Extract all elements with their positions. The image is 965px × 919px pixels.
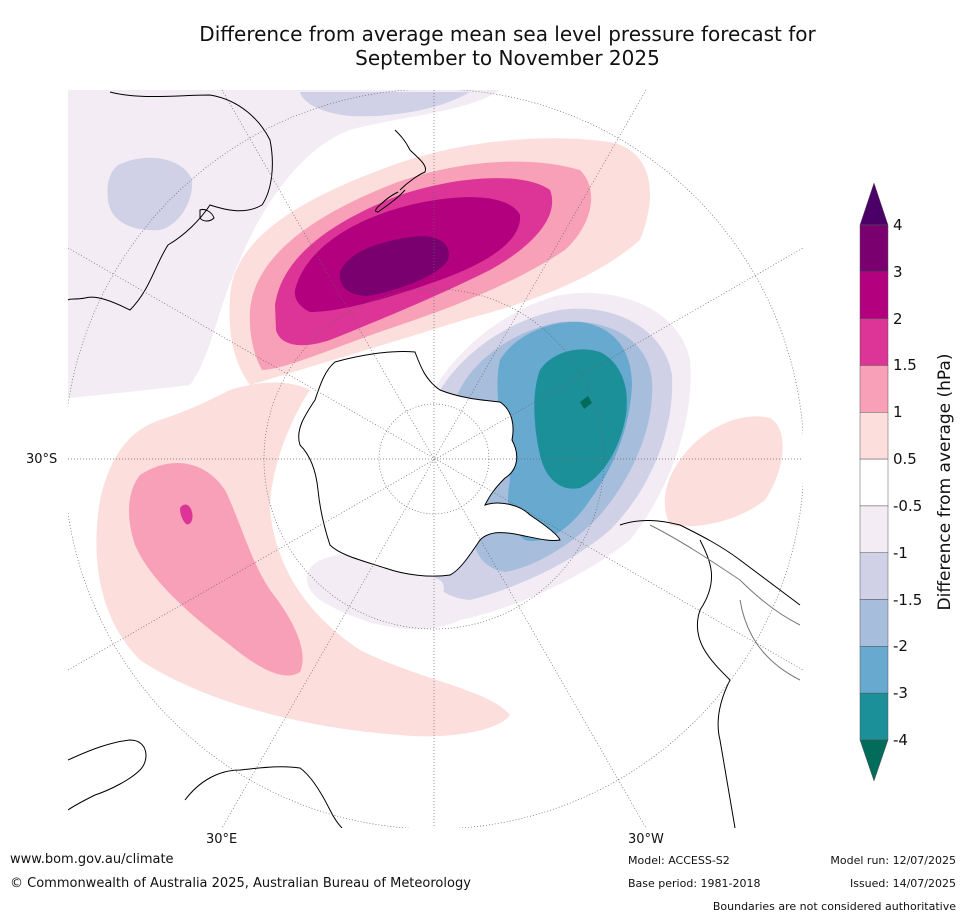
longitude-label-30e: 30°E	[206, 832, 238, 847]
colorbar-bin	[859, 646, 889, 694]
colorbar-tick-label: -4	[893, 731, 908, 749]
anomaly-region-neg-4	[580, 396, 592, 409]
colorbar-bin	[859, 505, 889, 553]
tasmania-coastline	[199, 209, 215, 222]
footer-copyright: © Commonwealth of Australia 2025, Austra…	[10, 876, 471, 891]
colorbar-tick-label: 1	[893, 403, 903, 422]
meridian-120	[68, 247, 803, 671]
colorbar-bin	[859, 224, 889, 273]
colorbar-tick-label: 1.5	[893, 356, 917, 375]
south-america-coastline	[619, 520, 801, 828]
anomaly-region-pos-0p5-east	[664, 416, 783, 527]
footer-disclaimer: Boundaries are not considered authoritat…	[712, 900, 956, 913]
colorbar-bin	[859, 458, 889, 507]
map-panel	[68, 90, 803, 828]
title-line-2: September to November 2025	[355, 46, 660, 70]
africa-coastline	[68, 739, 147, 811]
colorbar-bin	[859, 599, 889, 647]
madagascar-coastline	[184, 766, 343, 828]
graticule	[68, 90, 803, 828]
footer-website: www.bom.gov.au/climate	[10, 852, 174, 867]
coastlines	[68, 91, 801, 828]
longitude-label-30w: 30°W	[628, 832, 664, 847]
latitude-label-30s: 30°S	[26, 452, 58, 467]
footer-model-run: Model run: 12/07/2025	[830, 854, 956, 867]
colorbar-bin	[859, 552, 889, 600]
anomaly-region-pos-1p5-west	[180, 504, 193, 525]
antarctica-landmass	[298, 351, 561, 577]
footer-issued: Issued: 14/07/2025	[849, 877, 956, 890]
anomaly-region-neg-slight-nw	[107, 157, 193, 231]
map-title: Difference from average mean sea level p…	[120, 22, 895, 70]
title-line-1: Difference from average mean sea level p…	[199, 22, 816, 46]
australia-coastline	[68, 91, 273, 311]
meridian-30	[221, 90, 647, 828]
south-america-borders	[649, 524, 801, 681]
colorbar-tick-label: 3	[893, 262, 903, 281]
colorbar-bin	[859, 365, 889, 413]
colorbar-bin	[859, 271, 889, 319]
colorbar-bin	[859, 692, 889, 741]
colorbar-tick-label: 4	[893, 216, 903, 234]
colorbar-title: Difference from average (hPa)	[935, 353, 955, 611]
colorbar-tick-label: -3	[893, 684, 908, 703]
anomaly-region-neg-slight-n	[300, 92, 470, 117]
anomaly-region-pos-1-west	[128, 463, 303, 676]
country-borders	[649, 524, 801, 681]
colorbar-bin	[859, 318, 889, 366]
new-zealand-south-coastline	[375, 189, 406, 213]
meridian-150	[221, 90, 647, 828]
colorbar-tick-label: -2	[893, 637, 908, 656]
colorbar-extend-low	[859, 739, 889, 782]
colorbar-tick-label: -1.5	[893, 590, 923, 609]
colorbar-tick-label: -0.5	[893, 496, 923, 515]
latitude-circle-60s	[263, 288, 605, 630]
colorbar	[859, 182, 889, 782]
colorbar-bin	[859, 412, 889, 460]
anomaly-region-pos-3	[339, 236, 449, 296]
colorbar-tick-label: -1	[893, 543, 908, 562]
colorbar-tick-label: 0.5	[893, 450, 917, 469]
footer-base-period: Base period: 1981-2018	[628, 877, 761, 890]
new-zealand-north-coastline	[394, 129, 427, 191]
colorbar-extend-high	[859, 182, 889, 226]
colorbar-tick-label: 2	[893, 309, 903, 328]
footer-model: Model: ACCESS-S2	[628, 854, 730, 867]
